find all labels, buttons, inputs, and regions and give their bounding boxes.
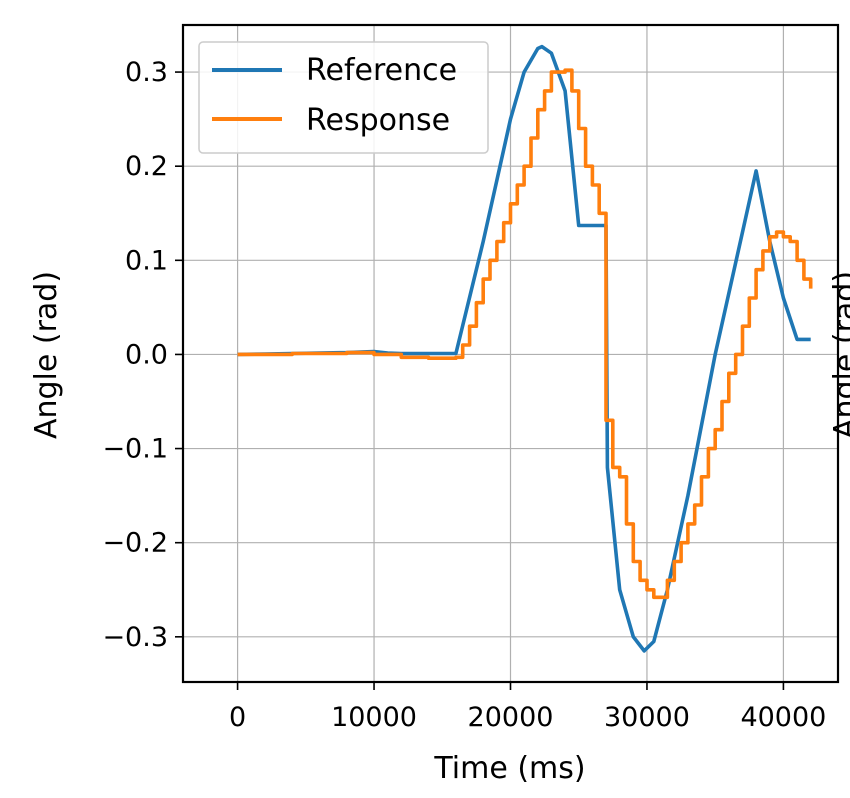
legend: Reference Response [198, 41, 489, 154]
y-axis-ticks: −0.3 −0.2 −0.1 0.0 0.1 0.2 0.3 [102, 57, 183, 653]
y-tick-label: −0.1 [102, 434, 168, 465]
series-layer [237, 44, 813, 653]
y-tick-label: 0.2 [125, 151, 168, 182]
y-tick-label: 0.0 [125, 339, 168, 370]
x-tick-label: 30000 [604, 702, 690, 733]
x-axis-label: Time (ms) [433, 751, 585, 786]
y-tick-label: −0.3 [102, 622, 168, 653]
x-axis-ticks: 0 10000 20000 30000 40000 [229, 682, 826, 733]
y-tick-label: −0.2 [102, 528, 168, 559]
series-line-response [237, 68, 813, 600]
x-tick-label: 20000 [468, 702, 554, 733]
y-axis-label: Angle (rad) [29, 271, 64, 439]
x-tick-label: 40000 [740, 702, 826, 733]
x-tick-label: 0 [229, 702, 246, 733]
legend-label-reference: Reference [306, 53, 457, 88]
legend-label-response: Response [306, 103, 450, 138]
clipped-right-axis-label: Angle (rad) [828, 271, 850, 439]
y-tick-label: 0.1 [125, 245, 168, 276]
y-tick-label: 0.3 [125, 57, 168, 88]
x-tick-label: 10000 [331, 702, 417, 733]
